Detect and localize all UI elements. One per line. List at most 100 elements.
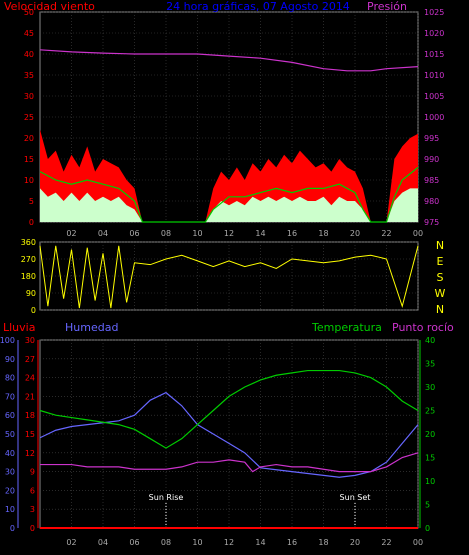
wind-chart-title: 24 hora gráficas, 07 Agosto 2014 — [166, 0, 350, 13]
rain-y-ticks: 0 3 6 9 12 15 18 21 24 27 30 — [25, 336, 35, 533]
humidity-y-tick: 30 — [5, 468, 15, 477]
humidity-y-tick: 90 — [5, 355, 15, 364]
temperature-y-ticks: 0 5 10 15 20 25 30 35 40 — [425, 336, 435, 533]
pressure-y-tick: 1025 — [424, 8, 444, 17]
rain-label: Lluvia — [3, 321, 35, 334]
wind-x-tick: 14 — [255, 229, 265, 238]
pressure-label: Presión — [367, 0, 407, 13]
temperature-y-tick: 5 — [425, 501, 430, 510]
direction-chart-grid — [40, 241, 419, 311]
climate-x-tick: 14 — [255, 538, 265, 547]
wind-y-tick: 0 — [29, 218, 34, 227]
compass-label: N — [436, 303, 444, 316]
humidity-line — [39, 391, 419, 478]
rain-y-tick: 15 — [25, 430, 35, 439]
wind-x-tick: 08 — [161, 229, 171, 238]
compass-label: E — [437, 255, 444, 268]
wind-y-tick: 25 — [24, 113, 34, 122]
rain-y-tick: 0 — [30, 524, 35, 533]
rain-y-tick: 27 — [25, 355, 35, 364]
rain-y-tick: 12 — [25, 449, 35, 458]
pressure-y-tick: 1015 — [424, 50, 444, 59]
wind-area — [40, 188, 418, 222]
climate-x-tick: 18 — [318, 538, 328, 547]
temperature-line — [39, 369, 419, 449]
pressure-y-tick: 985 — [424, 176, 439, 185]
climate-x-tick: 00 — [413, 538, 423, 547]
climate-x-tick: 12 — [224, 538, 234, 547]
humidity-y-tick: 20 — [5, 486, 15, 495]
temperature-y-tick: 40 — [425, 336, 435, 345]
humidity-y-ticks: 0 10 20 30 40 50 60 70 80 90 100 — [0, 336, 15, 533]
wind-y-tick: 5 — [29, 197, 34, 206]
wind-speed-label: Velocidad viento — [4, 0, 95, 13]
humidity-y-tick: 100 — [0, 336, 15, 345]
wind-y-tick: 50 — [24, 8, 34, 17]
climate-x-tick: 04 — [98, 538, 108, 547]
direction-y-tick: 360 — [21, 238, 36, 247]
wind-x-tick: 00 — [413, 229, 423, 238]
sun-annotations: Sun Rise Sun Set — [149, 493, 371, 528]
humidity-y-tick: 80 — [5, 374, 15, 383]
pressure-y-ticks: 975 980 985 990 995 1000 1005 1010 1015 1020 1025 — [424, 8, 444, 227]
humidity-y-tick: 40 — [5, 449, 15, 458]
temperature-y-tick: 35 — [425, 360, 435, 369]
compass-label: W — [435, 287, 446, 300]
climate-x-tick: 06 — [129, 538, 139, 547]
direction-y-tick: 270 — [21, 255, 36, 264]
wind-y-tick: 35 — [24, 71, 34, 80]
temperature-y-tick: 0 — [425, 524, 430, 533]
pressure-y-tick: 1020 — [424, 29, 444, 38]
humidity-y-tick: 50 — [5, 430, 15, 439]
pressure-y-tick: 1010 — [424, 71, 444, 80]
climate-chart-grid — [40, 339, 419, 529]
wind-x-ticks: 02 04 06 08 10 12 14 16 18 20 22 00 — [66, 229, 423, 238]
temperature-label: Temperatura — [311, 321, 382, 334]
wind-y-tick: 45 — [24, 29, 34, 38]
dewpoint-line — [40, 452, 419, 473]
sun-annotation: Sun Set — [340, 493, 371, 502]
wind-y-tick: 15 — [24, 155, 34, 164]
temperature-y-tick: 30 — [425, 383, 435, 392]
climate-chart: Lluvia Humedad Temperatura Punto rocío 0… — [0, 321, 454, 547]
humidity-label: Humedad — [65, 321, 118, 334]
rain-y-tick: 6 — [30, 486, 35, 495]
direction-y-tick: 0 — [31, 306, 36, 315]
pressure-y-tick: 1005 — [424, 92, 444, 101]
direction-y-tick: 90 — [26, 289, 36, 298]
direction-line — [39, 245, 419, 309]
rain-y-tick: 24 — [25, 374, 35, 383]
pressure-y-tick: 980 — [424, 197, 439, 206]
humidity-y-tick: 10 — [5, 505, 15, 514]
pressure-y-tick: 1000 — [424, 113, 444, 122]
direction-y-tick: 180 — [21, 272, 36, 281]
pressure-y-tick: 975 — [424, 218, 439, 227]
wind-x-tick: 18 — [318, 229, 328, 238]
pressure-y-tick: 990 — [424, 155, 439, 164]
climate-x-tick: 22 — [381, 538, 391, 547]
temperature-y-tick: 20 — [425, 430, 435, 439]
sun-annotation: Sun Rise — [149, 493, 184, 502]
wind-x-tick: 16 — [287, 229, 297, 238]
wind-y-tick: 10 — [24, 176, 34, 185]
temperature-y-tick: 15 — [425, 454, 435, 463]
direction-y-ticks: 0 90 180 270 360 — [21, 238, 36, 315]
wind-x-tick: 06 — [129, 229, 139, 238]
wind-y-tick: 40 — [24, 50, 34, 59]
rain-y-tick: 30 — [25, 336, 35, 345]
wind-x-tick: 22 — [381, 229, 391, 238]
wind-x-tick: 20 — [350, 229, 360, 238]
compass-label: S — [437, 271, 444, 284]
wind-x-tick: 10 — [192, 229, 202, 238]
wind-chart: Velocidad viento 24 hora gráficas, 07 Ag… — [4, 0, 444, 238]
rain-y-tick: 21 — [25, 392, 35, 401]
wind-x-tick: 12 — [224, 229, 234, 238]
climate-x-tick: 08 — [161, 538, 171, 547]
humidity-y-tick: 0 — [10, 524, 15, 533]
climate-x-tick: 20 — [350, 538, 360, 547]
climate-x-tick: 02 — [66, 538, 76, 547]
climate-x-tick: 16 — [287, 538, 297, 547]
